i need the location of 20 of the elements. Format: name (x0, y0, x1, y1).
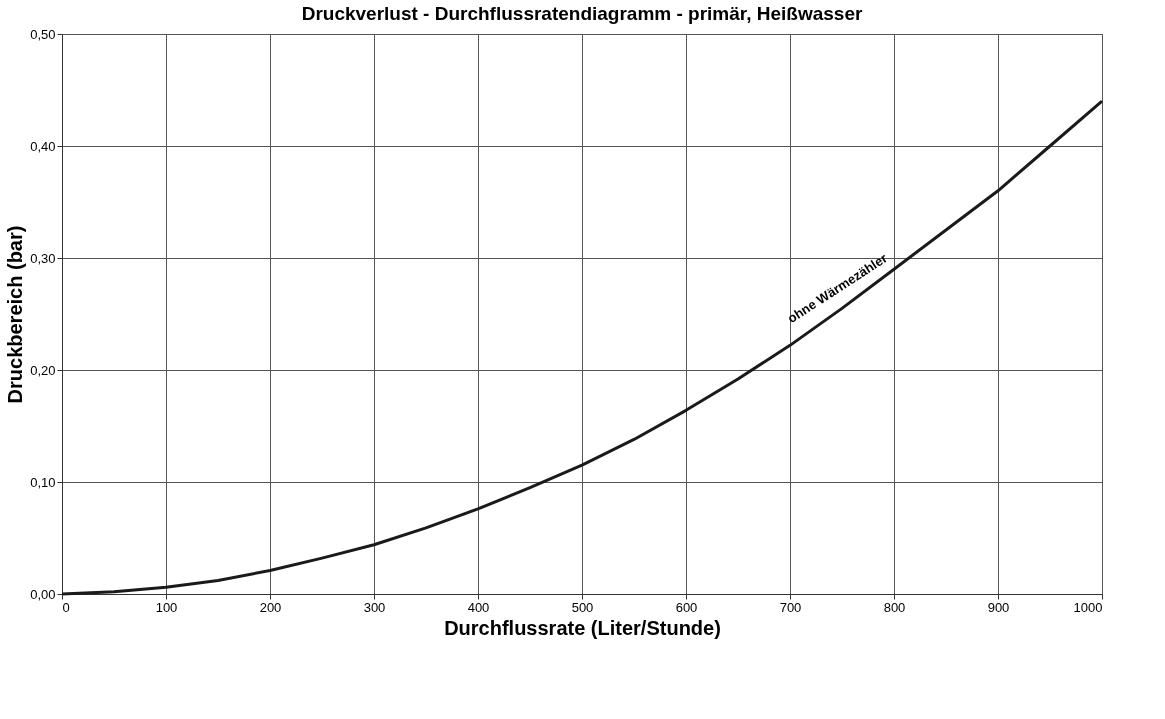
x-tick-label: 200 (259, 599, 282, 615)
y-tick-label: 0,00 (30, 586, 56, 602)
x-tick-label: 600 (675, 599, 698, 615)
y-tick-label: 0,50 (30, 26, 56, 42)
x-tick-label: 100 (155, 599, 178, 615)
y-tick-label: 0,30 (30, 250, 56, 266)
x-tick-label: 300 (363, 599, 386, 615)
x-tick-label: 400 (467, 599, 490, 615)
x-tick-label: 700 (779, 599, 802, 615)
chart-title: Druckverlust - Durchflussratendiagramm - primär, Heißwasser (301, 3, 863, 24)
y-tick-label: 0,10 (30, 474, 56, 490)
x-tick-label: 500 (571, 599, 594, 615)
x-tick-label: 900 (987, 599, 1010, 615)
x-tick-label: 0 (62, 599, 70, 615)
y-tick-label: 0,40 (30, 138, 56, 154)
y-axis-title: Druckbereich (bar) (4, 225, 27, 404)
y-tick-label: 0,20 (30, 362, 56, 378)
x-axis-title: Durchflussrate (Liter/Stunde) (444, 616, 721, 639)
x-tick-label: 800 (883, 599, 906, 615)
x-tick-label: 1000 (1073, 599, 1103, 615)
